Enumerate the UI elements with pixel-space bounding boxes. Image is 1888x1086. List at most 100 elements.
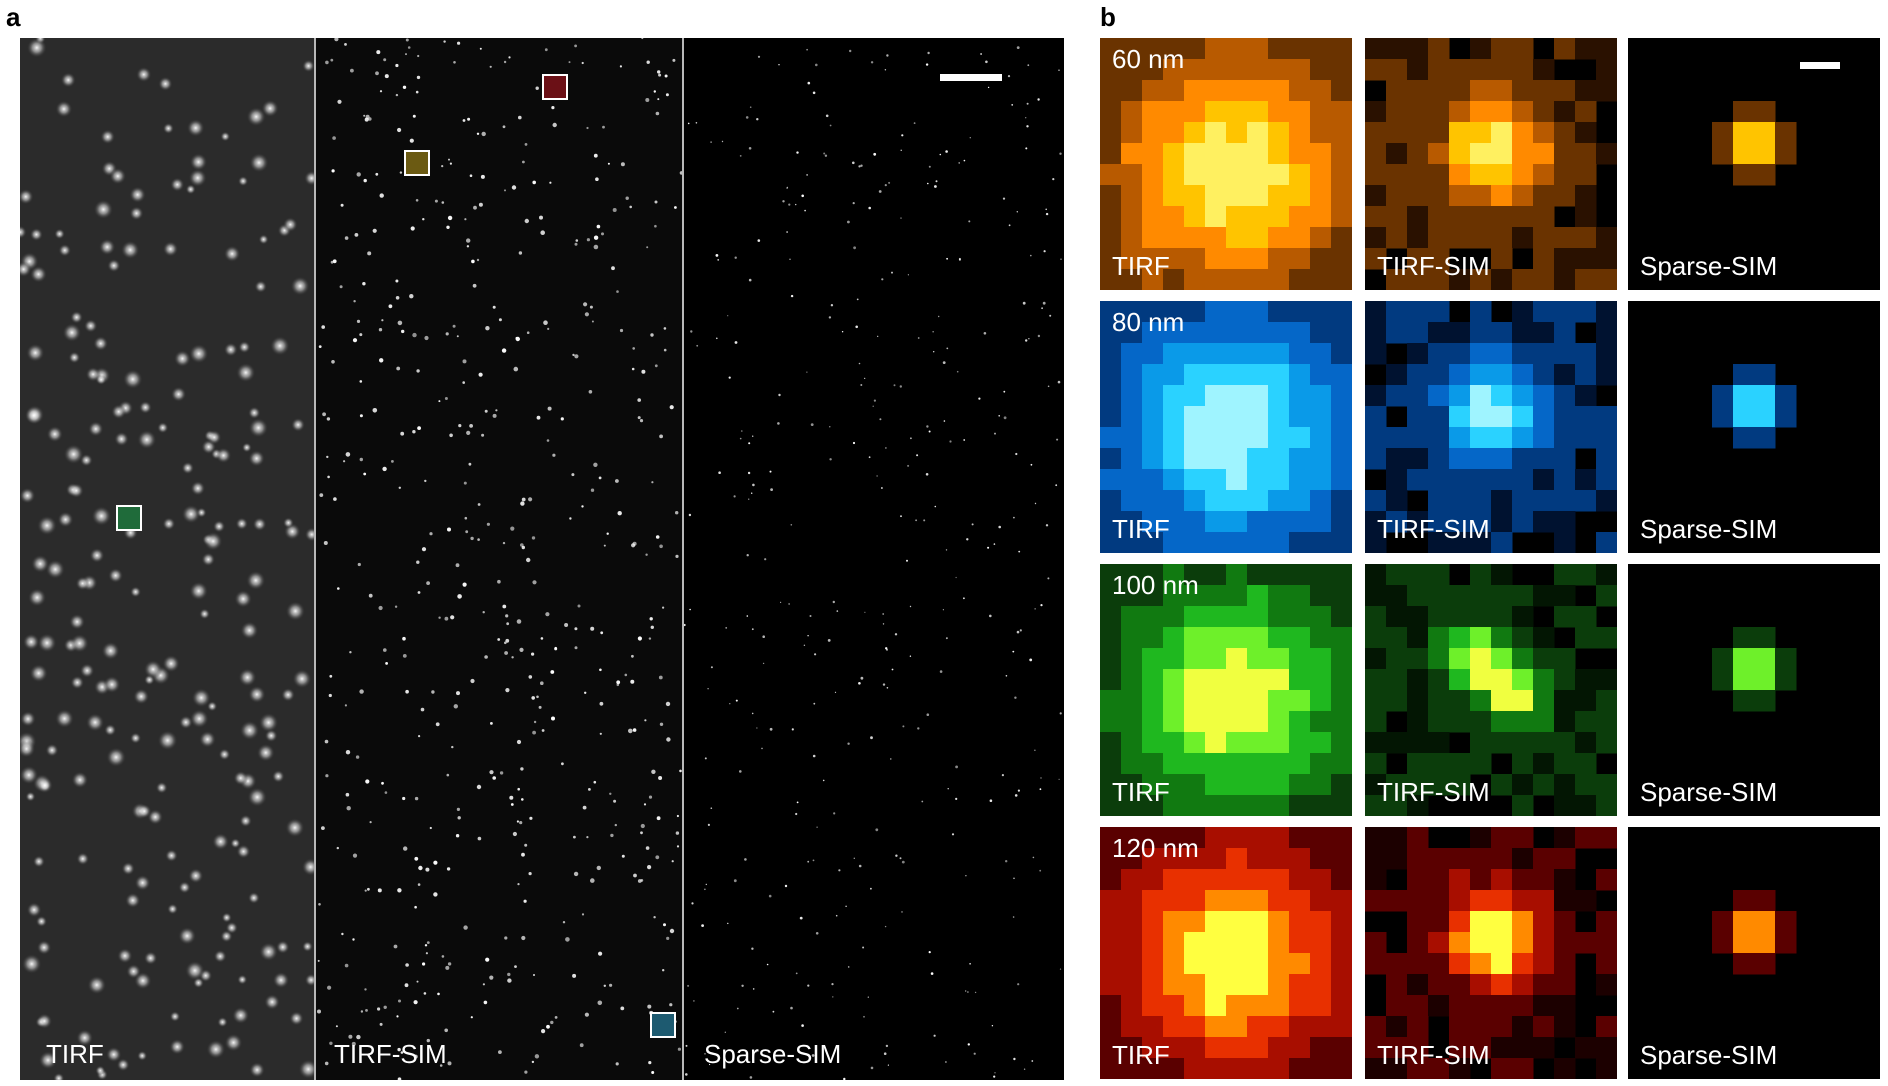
bead-spot [30,265,47,283]
tile-2-2: Sparse-SIM [1628,564,1880,816]
bead-spot [876,475,878,477]
bead-spot [909,605,912,608]
bead-spot [610,833,614,838]
bead-spot [344,236,349,240]
bead-spot [328,693,332,698]
bead-spot [509,795,514,800]
bead-spot [710,141,712,143]
bead-spot [212,833,230,851]
bead-spot [927,51,930,55]
bead-spot [1007,75,1011,78]
bead-spot [482,983,485,986]
bead-spot [747,471,751,475]
bead-spot [270,336,290,356]
bead-spot [302,59,314,73]
tile-3-2: Sparse-SIM [1628,827,1880,1079]
bead-spot [764,558,767,561]
bead-spot [518,251,523,255]
bead-spot [282,217,298,233]
bead-spot [784,884,788,888]
bead-spot [324,739,329,744]
bead-spot [129,206,144,221]
method-label: TIRF [1112,514,1170,544]
bead-spot [825,114,829,118]
bead-size-label: 60 nm [1112,44,1185,74]
bead-spot [625,196,629,200]
bead-spot [189,153,208,171]
bead-spot [751,712,754,715]
bead-spot [414,856,419,861]
bead-spot [935,180,938,183]
bead-spot [663,923,666,927]
bead-spot [336,846,339,850]
bead-spot [1014,794,1018,797]
bead-spot [884,69,887,71]
bead-spot [36,777,53,794]
bead-spot [591,320,594,323]
bead-spot [533,974,535,976]
bead-spot [677,1047,681,1051]
bead-spot [137,430,157,450]
bead-spot [356,319,361,323]
bead-spot [463,481,467,485]
bead-spot [900,149,902,151]
bead-spot [662,969,665,972]
bead-spot [452,324,456,328]
bead-spot [902,725,905,728]
bead-spot [352,338,358,343]
bead-spot [1042,301,1046,305]
bead-spot [745,116,749,119]
bead-spot [989,799,993,802]
bead-spot [201,552,216,567]
bead-spot [290,276,310,296]
bead-spot [833,812,836,815]
bead-spot [111,404,127,420]
roi-box-red [542,74,568,100]
bead-spot [1025,147,1028,150]
bead-spot [847,966,850,968]
bead-spot [883,1052,887,1055]
bead-spot [932,331,934,333]
bead-spot [383,1005,387,1009]
bead-spot [415,90,419,94]
bead-spot [890,758,892,760]
bead-spot [485,326,490,331]
bead-spot [368,593,373,598]
bead-spot [586,836,589,839]
bead-spot [546,1024,550,1029]
bead-spot [955,797,958,801]
bead-spot [425,952,428,955]
bead-spot [444,397,448,400]
bead-spot [447,215,453,221]
bead-spot [382,466,387,472]
bead-spot [955,576,957,579]
bead-spot [170,177,185,192]
bead-spot [934,185,937,188]
bead-spot [179,715,193,730]
bead-spot [356,172,361,177]
bead-spot [388,304,393,309]
bead-spot [317,959,320,962]
bead-spot [409,138,414,143]
bead-spot [514,965,517,968]
bead-spot [426,941,430,944]
bead-spot [696,344,699,347]
bead-spot [351,1041,356,1046]
bead-spot [457,594,462,599]
bead-spot [544,48,548,52]
bead-spot [429,826,432,830]
bead-spot [599,701,604,706]
bead-spot [829,124,832,127]
bead-spot [155,781,168,794]
bead-spot [410,226,415,231]
bead-spot [733,879,737,883]
sparse-sim-beads-image [684,46,1062,1080]
bead-spot [814,653,817,656]
bead-spot [235,517,249,530]
bead-spot [83,319,98,333]
bead-spot [593,235,599,240]
bead-spot [130,586,142,598]
bead-spot [967,1043,970,1046]
bead-spot [404,983,409,988]
bead-spot [415,199,419,202]
